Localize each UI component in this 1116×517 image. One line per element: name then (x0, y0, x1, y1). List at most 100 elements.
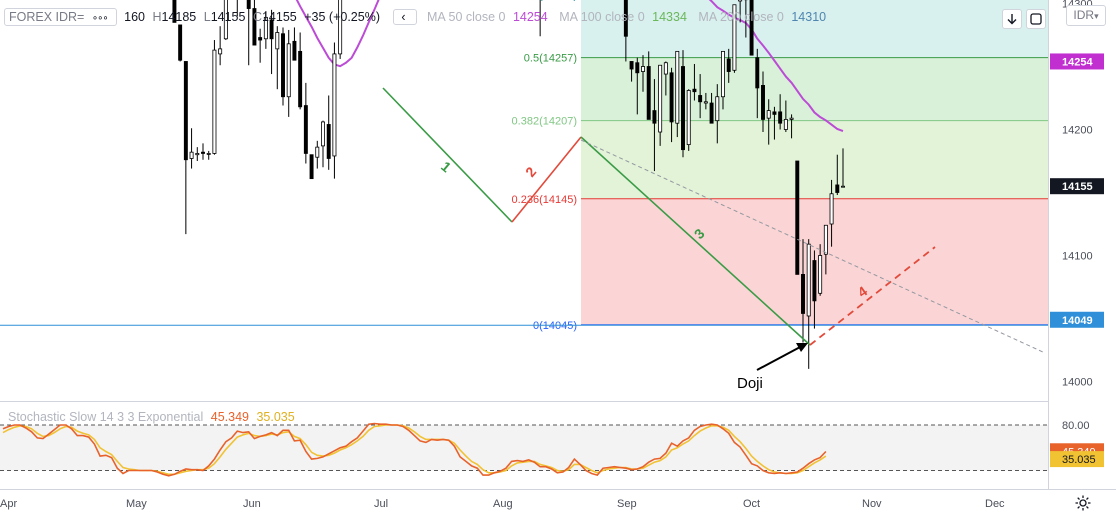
change-value: +35 (+0.25%) (304, 10, 380, 24)
candle-body (675, 50, 680, 124)
price-tick-label: 14200 (1062, 125, 1093, 137)
low-prefix: L (203, 10, 211, 24)
fib-level-label: 0.618(14307) (512, 0, 577, 2)
doji-arrow-head (796, 343, 808, 352)
candle (715, 84, 720, 144)
price-tag-label: 14155 (1062, 181, 1093, 193)
candle-body (795, 160, 800, 275)
candle-body (801, 273, 805, 314)
candle-body (818, 255, 823, 294)
price-tag-box (1050, 53, 1104, 70)
candle-body (641, 66, 645, 72)
candle (652, 79, 657, 172)
high-value: 14185 (161, 10, 197, 24)
time-tick-label: Sep (617, 498, 637, 510)
stochastic-axis-80: 80.00 (1062, 420, 1090, 432)
price-tag-label: 14254 (1062, 56, 1093, 68)
candle-body (218, 48, 223, 55)
candle-body (172, 0, 177, 23)
candle-body (686, 90, 691, 146)
candle (223, 0, 228, 41)
stochastic-band (0, 425, 1048, 471)
candle-body (195, 153, 200, 156)
candle-body (201, 151, 205, 154)
candle (646, 51, 651, 120)
time-axis[interactable]: Apr May Jun Jul Aug Sep Oct Nov Dec (0, 498, 1005, 510)
more-icon[interactable]: ∘∘∘ (91, 13, 109, 24)
candle-body (823, 224, 828, 255)
candle (309, 154, 314, 180)
candle (818, 244, 823, 296)
wave-label-2: 2 (522, 164, 539, 180)
fib-level-label: 0.382(14207) (512, 116, 577, 128)
candle-body (309, 154, 314, 180)
candle-body (772, 111, 777, 115)
ma200-label: MA 200 close 0 (698, 10, 784, 24)
symbol-name: FOREX IDR= (9, 10, 85, 24)
candle-body (663, 62, 668, 75)
fib-level-label: 0.236(14145) (512, 194, 577, 206)
candle-body (783, 119, 788, 130)
close-prefix: C (252, 10, 262, 24)
candle (315, 140, 320, 169)
time-tick-label: Nov (862, 498, 882, 510)
candle (292, 27, 297, 61)
time-tick-label: Jul (374, 498, 388, 510)
candle-body (298, 50, 303, 108)
candle (269, 9, 274, 75)
price-tick-label: 14000 (1062, 377, 1093, 389)
price-axis[interactable]: 1400014100142001430014400145001460014334… (1050, 0, 1104, 389)
candle-body (681, 66, 685, 151)
candle (681, 50, 685, 158)
wave-2-line (511, 136, 582, 223)
time-tick-label: Aug (493, 498, 513, 510)
candle (623, 0, 628, 62)
candle (206, 150, 211, 160)
wave-4-projection (809, 246, 936, 346)
candle-body (292, 40, 297, 61)
collapse-legend-button[interactable]: ‹ (393, 9, 418, 25)
candle-body (178, 24, 183, 61)
candle-body (332, 53, 337, 157)
wave-3-line (580, 136, 811, 346)
ma50-value: 14254 (512, 10, 548, 24)
candle-body (789, 117, 794, 120)
candle (732, 4, 737, 73)
candle-body (726, 58, 731, 72)
candle (326, 95, 331, 170)
wave-1-line (382, 87, 513, 223)
stochastic-k-line (2, 422, 827, 477)
candle-body (269, 19, 274, 40)
candle-body (326, 124, 331, 159)
candle-body (829, 193, 834, 225)
currency-label: IDR (1073, 8, 1095, 22)
candle (829, 179, 834, 247)
candle (812, 250, 817, 329)
candle-body (275, 32, 280, 50)
candle (635, 57, 640, 115)
candle-body (629, 61, 634, 70)
chart-settings-button[interactable] (1074, 494, 1092, 512)
time-tick-label: Dec (985, 498, 1005, 510)
candle (789, 114, 794, 139)
symbol-box[interactable]: FOREX IDR= ∘∘∘ (4, 8, 117, 26)
candle (252, 0, 257, 46)
chevron-down-icon: ▾ (1094, 11, 1099, 21)
candle (332, 42, 337, 179)
candle (709, 92, 714, 124)
candle-body (652, 110, 657, 124)
candle-body (669, 72, 674, 123)
scroll-to-realtime-button[interactable] (1002, 9, 1022, 29)
candle (806, 239, 811, 369)
currency-select[interactable]: IDR▾ (1066, 5, 1106, 26)
candle (281, 27, 285, 106)
fullscreen-button[interactable] (1026, 9, 1046, 29)
candle (749, 0, 754, 56)
symbol-legend: FOREX IDR= ∘∘∘ 160 H14185 L14155 C14155 … (4, 8, 830, 26)
candle-body (738, 0, 743, 2)
candle-body (315, 146, 320, 158)
candle (263, 11, 268, 49)
candle (258, 28, 263, 63)
